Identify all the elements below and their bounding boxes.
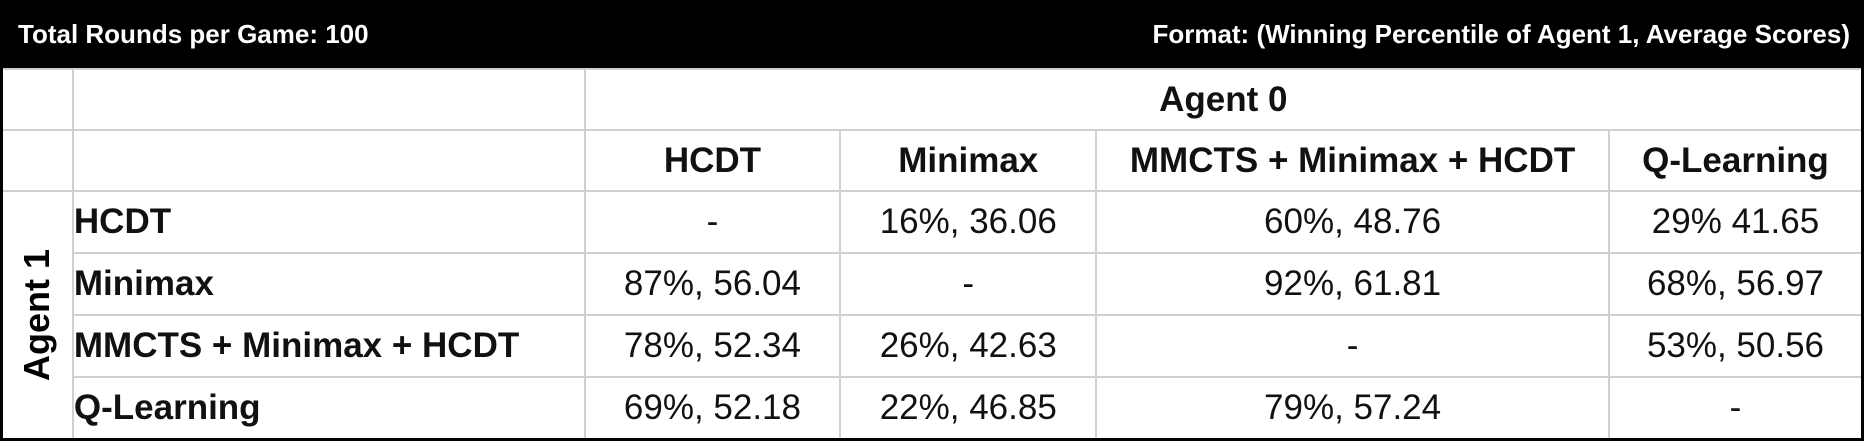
- result-cell: 60%, 48.76: [1095, 190, 1610, 254]
- result-cell: -: [1607, 376, 1864, 441]
- result-cell: -: [839, 252, 1098, 316]
- result-cell: -: [583, 190, 842, 254]
- table-row: MMCTS + Minimax + HCDT 78%, 52.34 26%, 4…: [2, 314, 1864, 378]
- column-header: Q-Learning: [1607, 129, 1864, 192]
- agent-1-group-label: Agent 1: [16, 248, 58, 382]
- result-cell: 87%, 56.04: [583, 252, 842, 316]
- result-cell: -: [1095, 314, 1610, 378]
- result-cell: 78%, 52.34: [583, 314, 842, 378]
- format-label: Format: (Winning Percentile of Agent 1, …: [1152, 19, 1850, 49]
- total-rounds-label: Total Rounds per Game: 100: [18, 19, 369, 49]
- table-row: Q-Learning 69%, 52.18 22%, 46.85 79%, 57…: [2, 376, 1864, 441]
- agent-1-group-label-cell: Agent 1: [0, 190, 74, 441]
- corner-cell: [71, 129, 586, 192]
- column-group-row: Agent 0: [0, 68, 1864, 131]
- table-row: Agent 1 HCDT - 16%, 36.06 60%, 48.76 29%…: [0, 190, 1864, 441]
- corner-cell: [0, 129, 74, 192]
- column-header: HCDT: [583, 129, 842, 192]
- result-cell: 79%, 57.24: [1095, 376, 1610, 441]
- results-table: Agent 0 HCDT Minimax MMCTS + Minimax + H…: [0, 68, 1864, 441]
- column-header-row: HCDT Minimax MMCTS + Minimax + HCDT Q-Le…: [0, 129, 1864, 192]
- table-header-bar: Total Rounds per Game: 100 Format: (Winn…: [0, 0, 1864, 68]
- result-cell: 69%, 52.18: [583, 376, 842, 441]
- result-cell: 29% 41.65: [1607, 190, 1864, 254]
- row-label: MMCTS + Minimax + HCDT: [71, 314, 586, 378]
- corner-cell: [71, 68, 586, 131]
- row-label: HCDT: [71, 190, 586, 254]
- row-label: Minimax: [71, 252, 586, 316]
- result-cell: 68%, 56.97: [1607, 252, 1864, 316]
- agent-0-group-label: Agent 0: [583, 68, 1864, 131]
- column-header: Minimax: [839, 129, 1098, 192]
- corner-cell: [0, 68, 74, 131]
- result-cell: 26%, 42.63: [839, 314, 1098, 378]
- row-label: Q-Learning: [71, 376, 586, 441]
- column-header: MMCTS + Minimax + HCDT: [1095, 129, 1610, 192]
- table-row: Minimax 87%, 56.04 - 92%, 61.81 68%, 56.…: [2, 252, 1864, 316]
- result-cell: 22%, 46.85: [839, 376, 1098, 441]
- result-cell: 16%, 36.06: [839, 190, 1098, 254]
- result-cell: 53%, 50.56: [1607, 314, 1864, 378]
- result-cell: 92%, 61.81: [1095, 252, 1610, 316]
